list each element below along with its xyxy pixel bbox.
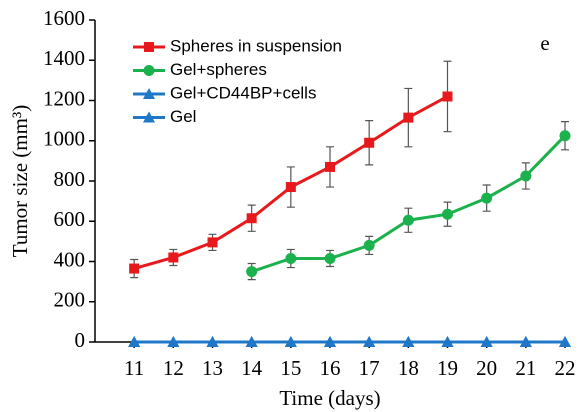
data-point (402, 336, 415, 347)
data-point (325, 161, 335, 172)
data-point (519, 336, 532, 347)
y-tick-label: 1400 (43, 46, 85, 70)
data-point (559, 336, 571, 347)
x-tick-label: 21 (515, 356, 536, 380)
x-tick-label: 13 (202, 356, 223, 380)
legend-marker (143, 88, 155, 99)
data-point (480, 336, 493, 347)
data-point (167, 336, 180, 347)
data-point (128, 336, 141, 347)
x-tick-label: 11 (124, 356, 144, 380)
x-tick-label: 16 (320, 356, 341, 380)
data-point (285, 252, 297, 264)
data-point (168, 252, 179, 263)
x-tick-label: 14 (241, 356, 263, 380)
y-tick-label: 600 (54, 207, 86, 231)
legend-label: Gel+CD44BP+cells (170, 83, 316, 102)
legend-marker (144, 42, 154, 52)
x-tick-label: 19 (437, 356, 458, 380)
data-point (559, 130, 571, 142)
x-tick-label: 12 (163, 356, 184, 380)
data-point (207, 237, 218, 248)
x-tick-label: 20 (476, 356, 497, 380)
legend-marker (143, 111, 155, 123)
legend-marker (143, 65, 155, 76)
data-point (246, 213, 257, 224)
y-tick-label: 400 (54, 247, 86, 271)
data-point (441, 336, 454, 347)
data-point (442, 91, 453, 102)
annotation: e (540, 31, 549, 55)
data-point (520, 170, 532, 182)
y-tick-label: 800 (54, 167, 86, 191)
series-line (251, 134, 567, 273)
y-tick-label: 0 (75, 328, 86, 352)
legend-label: Spheres in suspension (170, 36, 342, 55)
x-tick-label: 17 (359, 356, 380, 380)
data-point (363, 336, 376, 347)
legend-label: Gel+spheres (170, 60, 267, 79)
data-point (403, 112, 414, 123)
y-tick-label: 200 (54, 288, 86, 312)
x-tick-label: 18 (398, 356, 419, 380)
y-tick-label: 1200 (43, 86, 85, 110)
x-axis-label: Time (days) (279, 386, 380, 410)
x-tick-label: 22 (555, 356, 576, 380)
legend-label: Gel (170, 107, 196, 126)
data-point (442, 208, 453, 220)
data-point (363, 239, 375, 251)
data-point (324, 252, 336, 264)
data-point (129, 263, 140, 274)
data-point (481, 192, 493, 204)
y-tick-label: 1600 (43, 6, 85, 30)
data-point (284, 336, 297, 347)
x-tick-label: 15 (280, 356, 301, 380)
data-point (245, 336, 258, 347)
data-point (402, 214, 414, 226)
data-point (246, 266, 258, 278)
data-point (324, 336, 336, 347)
data-point (206, 336, 219, 347)
data-point (285, 182, 296, 193)
y-axis-label: Tumor size (mm³) (8, 105, 32, 258)
y-tick-label: 1000 (43, 127, 85, 151)
data-point (364, 137, 375, 148)
